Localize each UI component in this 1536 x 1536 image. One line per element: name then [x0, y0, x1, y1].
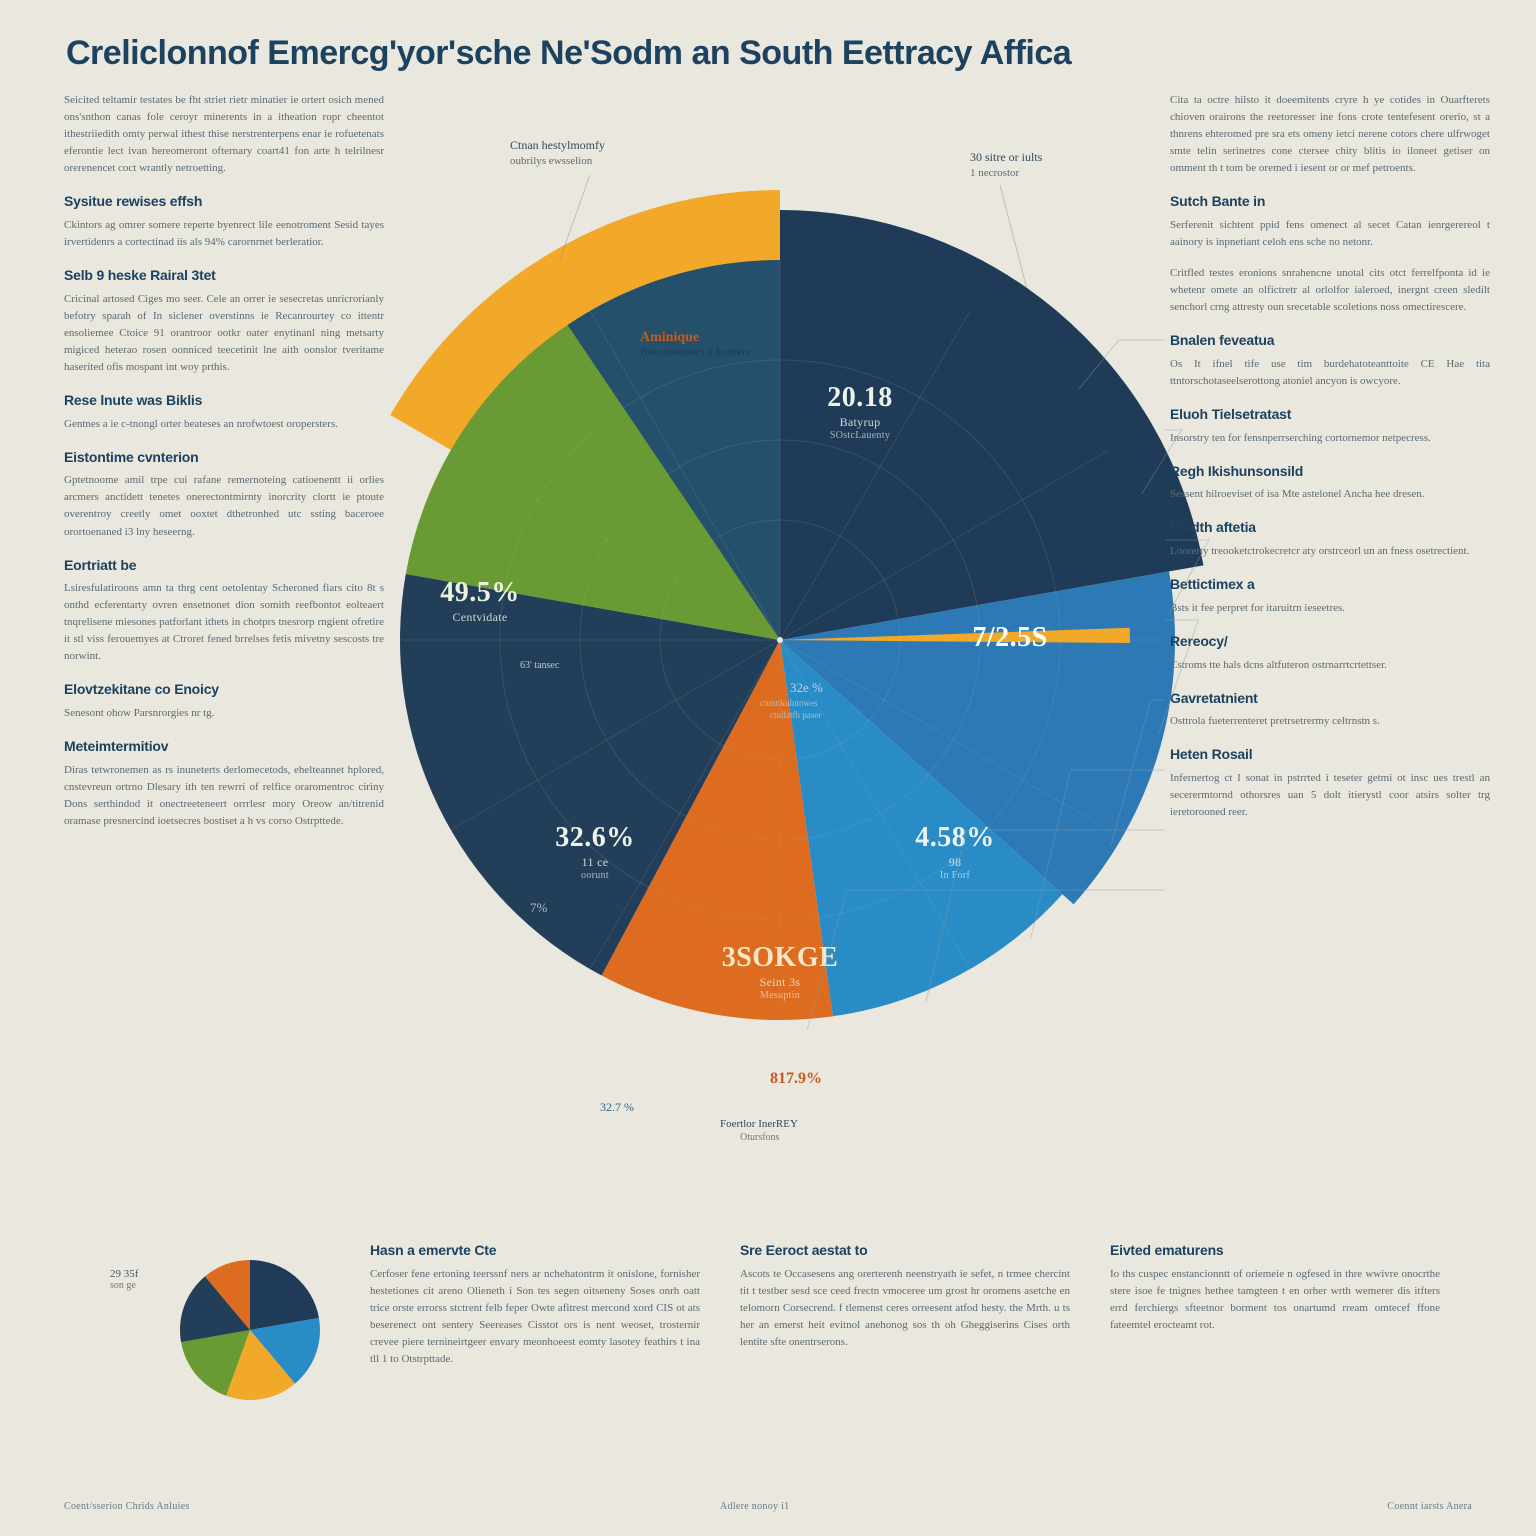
left-column: Seicited teltamir testates be fht striet… — [64, 92, 384, 844]
block-heading: Hasn a emervte Cte — [370, 1240, 700, 1262]
footnote-mid: Adlere nonoy i1 — [720, 1501, 790, 1512]
slice-label-gas-blue-lower-right: 4.58%98In Forf — [885, 820, 1025, 883]
block-body: Cerfoser fene ertoning teerssnf ners ar … — [370, 1266, 700, 1368]
block-heading: Regh Ikishunsonsild — [1170, 461, 1490, 483]
bottom-panel: Sre Eeroct aestat to Ascots te Occasesens… — [740, 1240, 1070, 1365]
slice-label-hydro-green-left: 49.5%Centvidate — [410, 575, 550, 625]
block-body: Seicited teltamir testates be fht striet… — [64, 92, 384, 177]
mini-pie-chart — [150, 1240, 350, 1440]
block-heading: Rese lnute was Biklis — [64, 390, 384, 412]
callout-left: Ctnan hestylmomfy oubrilys ewsselion — [510, 138, 605, 167]
block-heading: Rikdth aftetia — [1170, 517, 1490, 539]
block-heading: Bnalen feveatua — [1170, 330, 1490, 352]
mini-side-label: 29 35f son ge — [110, 1268, 138, 1291]
block-body: Os It ifnel tife use tim burdehatoteantt… — [1170, 356, 1490, 390]
block-heading: Sutch Bante in — [1170, 191, 1490, 213]
footnote-right: Coennt iarsts Anera — [1387, 1501, 1472, 1512]
block-heading: Eivted ematurens — [1110, 1240, 1440, 1262]
page: Creliclonnof Emercg'yor'sche Ne'Sodm an … — [0, 0, 1536, 1536]
block-heading: Bettictimex a — [1170, 574, 1490, 596]
block-body: Gentnes a ie c-tnongl orter beateses an … — [64, 416, 384, 433]
outer-label: Otursfons — [740, 1132, 779, 1143]
outer-label: 32.7 % — [600, 1100, 634, 1115]
slice-label-coal-dark-top: 20.18BatyrupSOstcLauenty — [790, 380, 930, 443]
inner-label: ctullatfh paser — [770, 710, 821, 720]
block-heading: Heten Rosail — [1170, 744, 1490, 766]
bottom-panel: Eivted ematurens Io ths cuspec enstancion… — [1110, 1240, 1440, 1348]
callout-right: 30 sitre or iults 1 necrostor — [970, 150, 1042, 179]
inner-label: 7% — [530, 900, 547, 916]
block-body: Insorstry ten for fensnperrserching cort… — [1170, 430, 1490, 447]
chart-header-label: Aminique Busransmiers a kctuers — [640, 330, 751, 358]
block-body: Senesont ohow Parsnrorgies nr tg. — [64, 705, 384, 722]
slice-label-biomass-orange-bottom: 3SOKGESeint 3sMesuptin — [710, 940, 850, 1003]
block-body: Cstroms tte hals dcns altfuteron ostrnar… — [1170, 657, 1490, 674]
outer-label: Foertlor InerREY — [720, 1118, 798, 1130]
page-title: Creliclonnof Emercg'yor'sche Ne'Sodm an … — [66, 34, 1466, 73]
block-heading: Gavretatnient — [1170, 688, 1490, 710]
inner-label: 32e % — [790, 680, 823, 696]
block-heading: Elovtzekitane co Enoicy — [64, 679, 384, 701]
block-body: Io ths cuspec enstancionntt of oriemeie … — [1110, 1266, 1440, 1334]
block-body: Lsiresfulatiroons amn ta thrg cent oetol… — [64, 580, 384, 665]
block-body: Serferenit sichtent ppid fens omenect al… — [1170, 217, 1490, 251]
block-heading: Sysitue rewises effsh — [64, 191, 384, 213]
block-body: Sessent hilroeviset of isa Mte astelonel… — [1170, 486, 1490, 503]
block-body: Osttrola fueterrenteret pretrsetrermy ce… — [1170, 713, 1490, 730]
block-body: Diras tetwronemen as rs inuneterts derlo… — [64, 762, 384, 830]
block-body: Bsts it fee perpret for itaruitrn ieseet… — [1170, 600, 1490, 617]
block-heading: Selb 9 heske Rairal 3tet — [64, 265, 384, 287]
block-heading: Rereocy/ — [1170, 631, 1490, 653]
block-body: Loorerty treooketctrokecretcr aty orstrc… — [1170, 543, 1490, 560]
block-heading: Eortriatt be — [64, 555, 384, 577]
right-column: Cita ta octre hilsto it doeemitents cryr… — [1170, 92, 1490, 835]
block-body: Critfled testes eronions snrahencne unot… — [1170, 265, 1490, 316]
outer-label: 817.9% — [770, 1070, 822, 1088]
slice-label-wind-blue-right: 7/2.5S — [940, 620, 1080, 655]
block-body: Ascots te Occasesens ang orerterenh neen… — [740, 1266, 1070, 1351]
inner-label: 63' tansec — [520, 660, 559, 671]
block-body: Cita ta octre hilsto it doeemitents cryr… — [1170, 92, 1490, 177]
footnote-left: Coent/sserion Chrids Anluies — [64, 1501, 190, 1512]
block-heading: Eistontime cvnterion — [64, 447, 384, 469]
block-heading: Sre Eeroct aestat to — [740, 1240, 1070, 1262]
inner-label: ctunttkulntowes — [760, 698, 818, 708]
block-body: Gptetnoome amil trpe cui rafane remernot… — [64, 472, 384, 540]
bottom-panel: Hasn a emervte Cte Cerfoser fene ertoning… — [370, 1240, 700, 1382]
block-body: Ckintors ag omrer somere reperte byenrec… — [64, 217, 384, 251]
block-body: Infernertog ct I sonat in pstrrted i tes… — [1170, 770, 1490, 821]
slice-label-nuclear-navy-bottom: 32.6%11 ceoorunt — [525, 820, 665, 883]
block-body: Cricinal artosed Ciges mo seer. Cele an … — [64, 291, 384, 376]
block-heading: Eluoh Tielsetratast — [1170, 404, 1490, 426]
block-heading: Meteimtermitiov — [64, 736, 384, 758]
